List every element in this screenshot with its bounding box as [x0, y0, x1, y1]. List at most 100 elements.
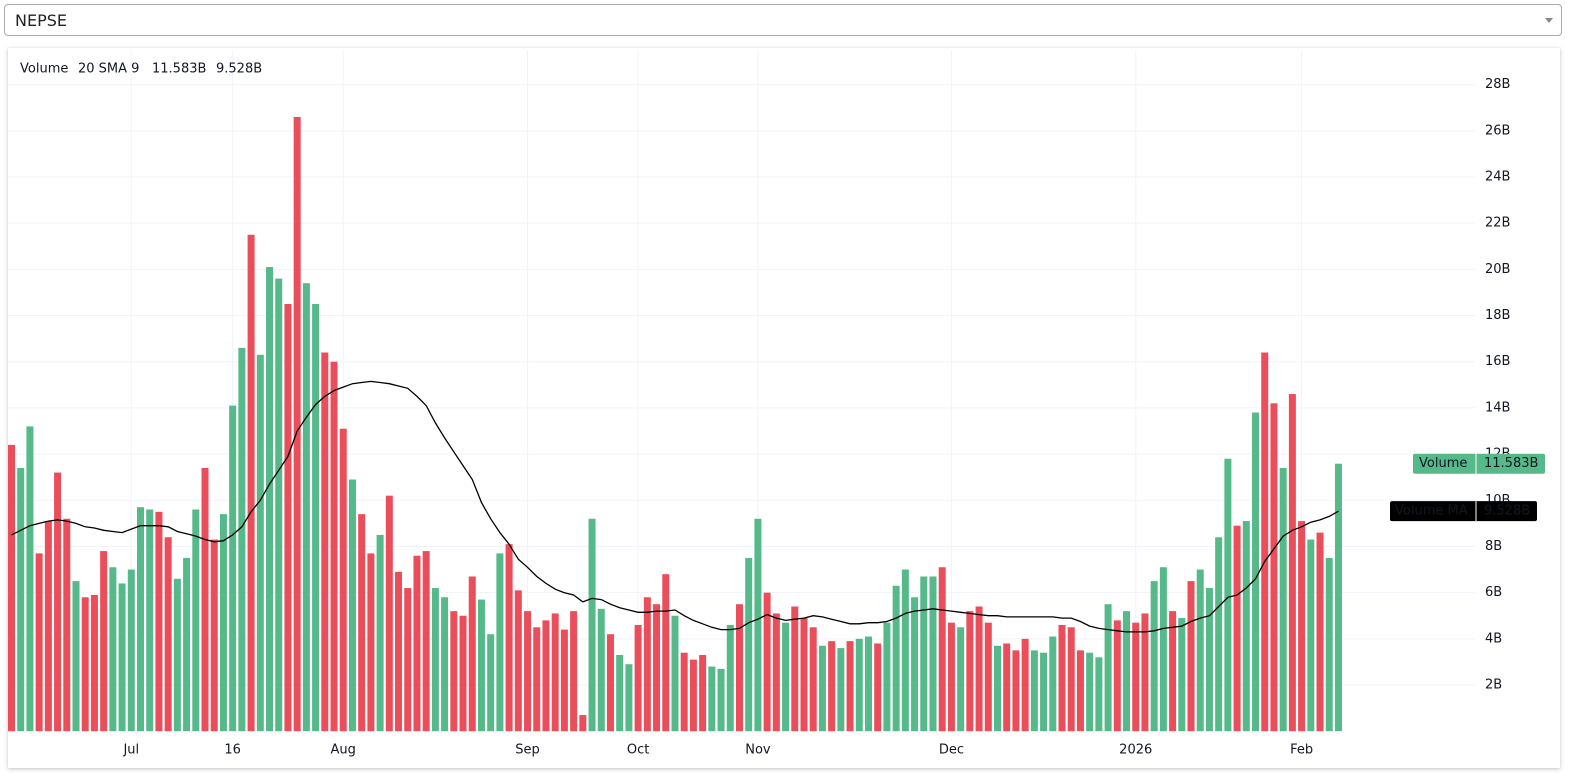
ma-label-name: Volume MA	[1395, 504, 1468, 519]
volume-bar	[164, 537, 172, 732]
volume-bar	[1169, 611, 1177, 732]
symbol-select[interactable]: NEPSE	[4, 4, 1562, 36]
volume-bar	[855, 638, 863, 732]
volume-bar	[1233, 525, 1241, 732]
volume-bar	[210, 539, 218, 732]
volume-bar	[809, 627, 817, 732]
volume-bar	[238, 347, 246, 732]
volume-bar	[44, 521, 52, 732]
volume-bar	[247, 234, 255, 732]
volume-bar	[745, 558, 753, 732]
x-tick-label: Sep	[515, 743, 540, 758]
volume-bar	[579, 715, 587, 732]
volume-bar	[1298, 521, 1306, 732]
legend-ma-value: 9.528B	[216, 62, 262, 77]
ma-price-label	[1390, 501, 1537, 522]
volume-bar	[1132, 622, 1140, 732]
volume-bar	[26, 426, 34, 732]
volume-bar	[524, 611, 532, 732]
volume-bar	[606, 634, 614, 732]
volume-bar	[560, 629, 568, 732]
volume-bar	[616, 654, 624, 732]
volume-bar	[800, 618, 808, 732]
volume-bar	[643, 597, 651, 732]
y-tick-label: 14B	[1485, 400, 1510, 415]
volume-bar	[597, 608, 605, 732]
y-tick-label: 8B	[1485, 539, 1502, 554]
volume-bar	[266, 267, 274, 732]
volume-bar	[818, 645, 826, 732]
volume-price-label	[1413, 453, 1545, 474]
x-tick-label: Feb	[1290, 743, 1313, 758]
volume-bar	[1279, 467, 1287, 732]
volume-bar	[1076, 650, 1084, 732]
volume-bar	[938, 567, 946, 732]
volume-bar	[754, 518, 762, 732]
volume-bar	[533, 627, 541, 732]
volume-bar	[699, 654, 707, 732]
volume-bar	[837, 648, 845, 732]
y-tick-label: 4B	[1485, 631, 1502, 646]
volume-bar	[395, 571, 403, 732]
volume-bar	[1196, 569, 1204, 732]
volume-bar	[828, 641, 836, 732]
volume-bar	[1159, 567, 1167, 732]
volume-bar	[1224, 458, 1232, 732]
volume-bar	[81, 597, 89, 732]
volume-bar	[1205, 588, 1213, 732]
volume-bar	[348, 479, 356, 732]
volume-bar	[708, 666, 716, 732]
volume-bar	[514, 590, 522, 732]
volume-bar	[1334, 463, 1342, 732]
volume-bar	[321, 352, 329, 732]
volume-bar	[1040, 652, 1048, 732]
volume-bar	[1252, 412, 1260, 732]
x-tick-label: Dec	[939, 743, 964, 758]
volume-bar	[1141, 613, 1149, 732]
x-tick-label: Nov	[745, 743, 771, 758]
volume-bar	[1150, 581, 1158, 732]
volume-bar	[505, 544, 513, 732]
volume-bar	[929, 576, 937, 732]
volume-bar	[892, 585, 900, 732]
volume-bar	[1086, 652, 1094, 732]
volume-bar	[1288, 394, 1296, 732]
volume-bar	[763, 592, 771, 732]
volume-bar	[994, 645, 1002, 732]
volume-bar	[901, 569, 909, 732]
x-tick-label: Jul	[122, 743, 139, 758]
volume-bar	[459, 615, 467, 732]
volume-bar	[984, 622, 992, 732]
volume-bar	[1215, 537, 1223, 732]
x-tick-label: 16	[224, 743, 241, 758]
volume-bar	[1049, 636, 1057, 732]
volume-bar	[1030, 650, 1038, 732]
x-tick-label: Aug	[331, 743, 356, 758]
legend-params: 20 SMA 9	[78, 62, 139, 77]
volume-bar	[1012, 650, 1020, 732]
volume-bar	[312, 304, 320, 732]
volume-bar	[671, 615, 679, 732]
volume-bar	[431, 588, 439, 732]
volume-bar	[127, 569, 135, 732]
volume-bar	[219, 514, 227, 732]
volume-bar	[542, 620, 550, 732]
volume-bar	[302, 283, 310, 732]
volume-bar	[717, 668, 725, 732]
legend-volume-value: 11.583B	[152, 62, 206, 77]
volume-bar	[1095, 657, 1103, 732]
volume-bar	[966, 611, 974, 732]
volume-bar	[782, 622, 790, 732]
volume-bar	[487, 634, 495, 732]
volume-bar	[735, 604, 743, 732]
volume-bar	[625, 664, 633, 732]
volume-bar	[376, 534, 384, 732]
volume-bar	[339, 428, 347, 732]
volume-bar	[275, 278, 283, 732]
volume-bar	[662, 574, 670, 732]
volume-label-name: Volume	[1419, 456, 1467, 471]
volume-bar	[496, 553, 504, 732]
volume-bar	[35, 553, 43, 732]
